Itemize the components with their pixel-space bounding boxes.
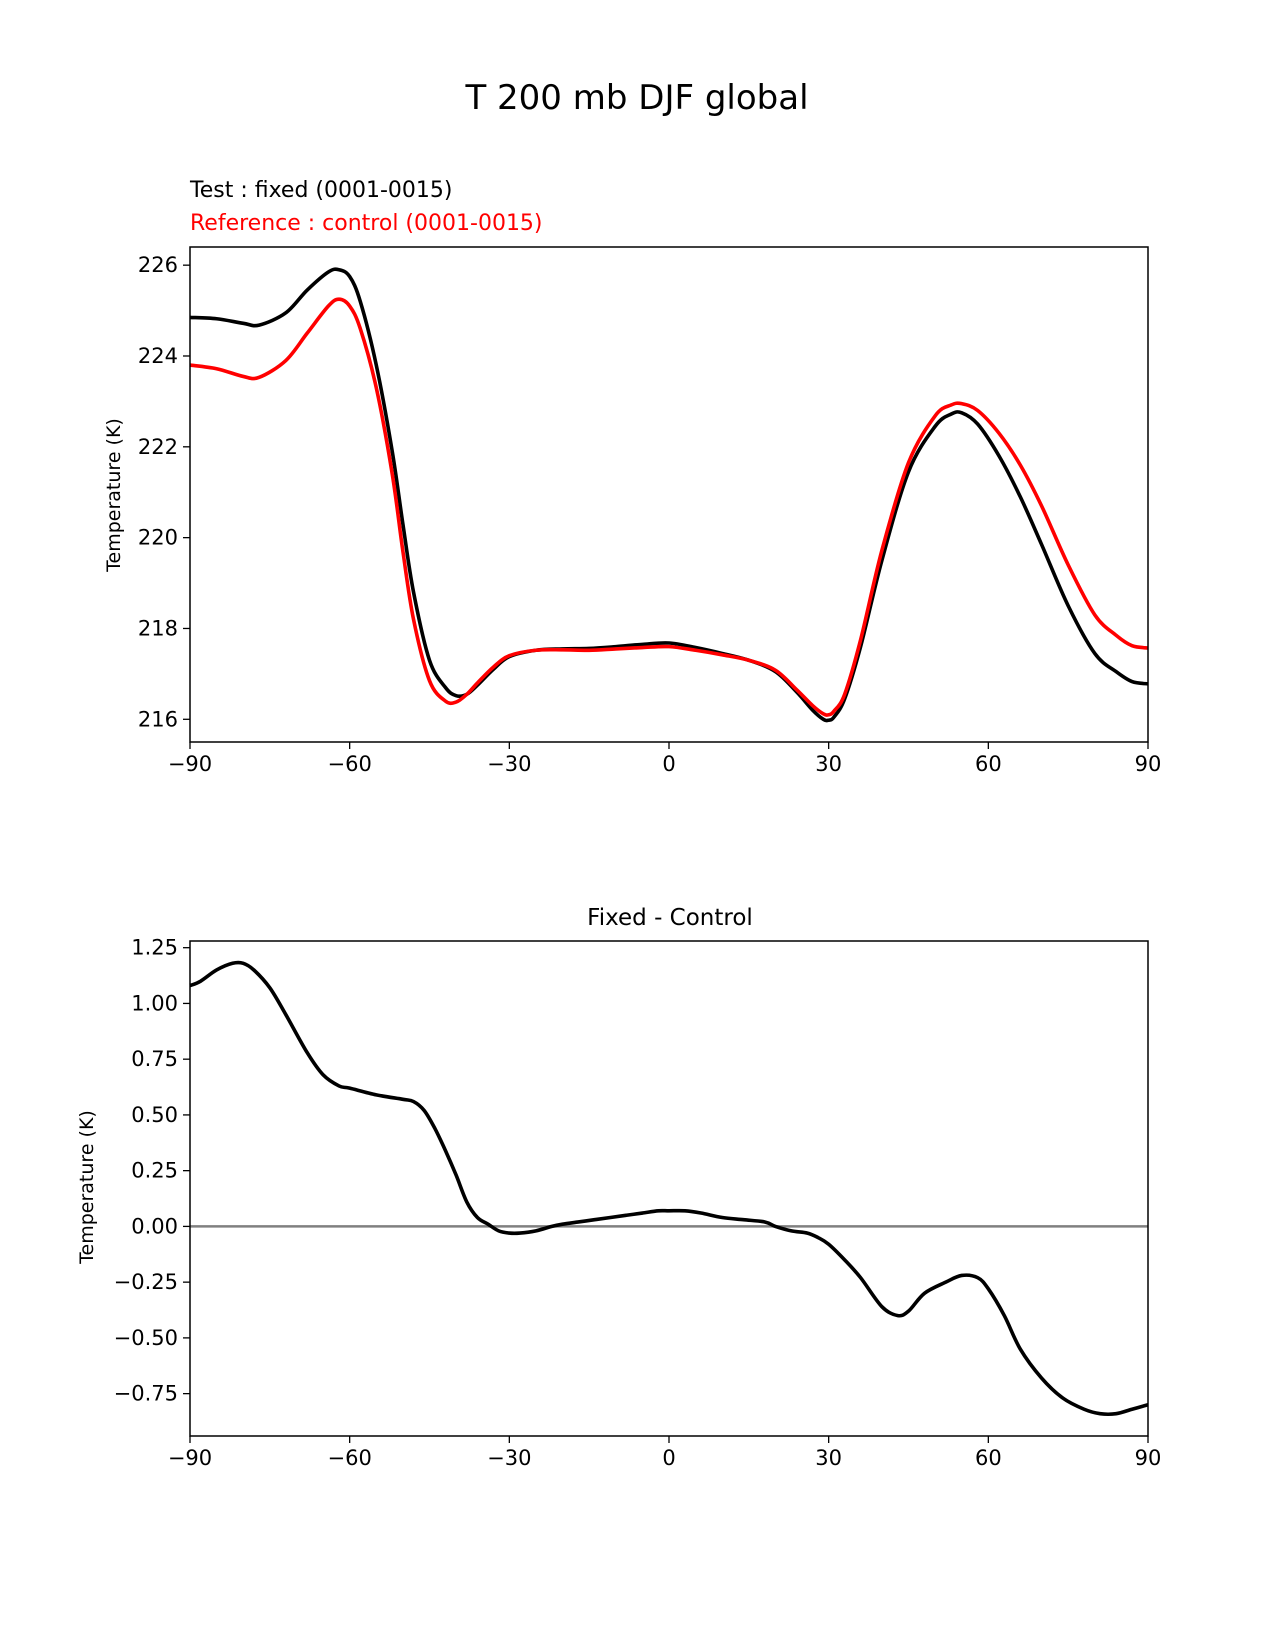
reference-series-line	[189, 297, 1149, 717]
x-tick-label: 0	[662, 1446, 675, 1470]
legend-test-label: Test : fixed (0001-0015)	[189, 178, 453, 203]
bottom-series-lines	[189, 960, 1149, 1417]
x-tick-label: 0	[662, 752, 675, 776]
y-tick-label: 1.00	[131, 991, 178, 1015]
bottom-plot-frame	[189, 940, 1149, 1437]
y-tick-label: 1.25	[131, 936, 178, 960]
difference-series-line	[189, 960, 1149, 1417]
y-tick-label: −0.50	[114, 1326, 178, 1350]
x-tick-label: −30	[487, 752, 531, 776]
x-tick-label: −60	[328, 1446, 372, 1470]
x-tick-label: 60	[975, 752, 1002, 776]
y-tick-label: 0.00	[131, 1214, 178, 1238]
bottom-axis-ticks: −90 −60 −30 0 30 60 90 1.25 1.00 0.75 0.50 0.25 0.00…	[114, 936, 1162, 1470]
x-tick-label: −90	[168, 752, 212, 776]
y-tick-label: −0.25	[114, 1270, 178, 1294]
y-tick-label: 0.75	[131, 1047, 178, 1071]
test-series-line	[189, 267, 1149, 723]
y-tick-label: 218	[138, 616, 178, 640]
top-ylabel: Temperature (K)	[103, 418, 125, 573]
bottom-panel: Fixed - Control Temperature (K) −90 −60 −3…	[76, 905, 1161, 1470]
y-tick-label: 220	[138, 526, 178, 550]
top-series-lines	[189, 267, 1149, 723]
x-tick-label: 30	[815, 1446, 842, 1470]
top-panel: Test : fixed (0001-0015) Reference : con…	[103, 178, 1161, 776]
bottom-ylabel: Temperature (K)	[76, 1110, 98, 1265]
x-tick-label: −60	[328, 752, 372, 776]
y-tick-label: 222	[138, 435, 178, 459]
y-tick-label: −0.75	[114, 1382, 178, 1406]
y-tick-label: 0.25	[131, 1159, 178, 1183]
y-tick-label: 224	[138, 344, 178, 368]
x-tick-label: 90	[1135, 752, 1162, 776]
figure-title: T 200 mb DJF global	[464, 78, 808, 118]
x-tick-label: −90	[168, 1446, 212, 1470]
bottom-title: Fixed - Control	[587, 905, 753, 931]
y-tick-label: 216	[138, 707, 178, 731]
x-tick-label: 90	[1135, 1446, 1162, 1470]
y-tick-label: 226	[138, 253, 178, 277]
x-tick-label: −30	[487, 1446, 531, 1470]
x-tick-label: 30	[815, 752, 842, 776]
top-axis-ticks: −90 −60 −30 0 30 60 90 216 218 220 222 224 226	[138, 253, 1161, 776]
y-tick-label: 0.50	[131, 1103, 178, 1127]
legend-reference-label: Reference : control (0001-0015)	[190, 211, 543, 236]
x-tick-label: 60	[975, 1446, 1002, 1470]
top-plot-frame	[189, 246, 1149, 743]
